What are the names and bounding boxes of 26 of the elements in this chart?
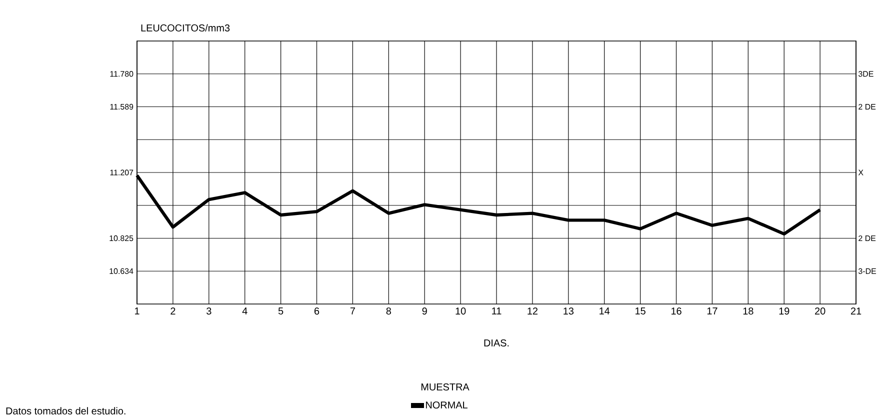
legend-title: MUESTRA	[421, 383, 470, 390]
x-tick-label: 8	[386, 308, 391, 315]
x-tick-label: 3	[206, 308, 212, 315]
x-tick-label: 19	[779, 308, 790, 315]
x-tick-label: 18	[743, 308, 754, 315]
x-axis-title: DIAS.	[484, 339, 509, 346]
x-tick-label: 16	[671, 308, 682, 315]
x-tick-label: 11	[492, 308, 502, 314]
x-tick-label: 12	[528, 308, 538, 314]
x-tick-label: 10	[456, 308, 466, 315]
x-tick-label: 6	[314, 308, 320, 315]
x-tick-label: 15	[636, 308, 646, 314]
x-tick-label: 1	[135, 308, 140, 314]
x-tick-label: 20	[815, 308, 826, 315]
y-axis-title: LEUCOCITOS/mm3	[141, 24, 230, 32]
text: Datos tomados del estudio.	[6, 407, 126, 414]
x-tick-label: 14	[600, 308, 610, 314]
x-tick-label: 2	[170, 308, 176, 314]
x-tick-label: 7	[350, 308, 355, 314]
legend-label: NORMAL	[426, 401, 468, 409]
x-tick-label: 5	[278, 308, 284, 314]
x-tick-label: 17	[707, 308, 718, 314]
x-tick-label: 4	[242, 308, 248, 314]
x-tick-label: 13	[564, 308, 574, 315]
x-tick-label: 21	[850, 308, 862, 314]
x-tick-label: 9	[422, 308, 427, 315]
